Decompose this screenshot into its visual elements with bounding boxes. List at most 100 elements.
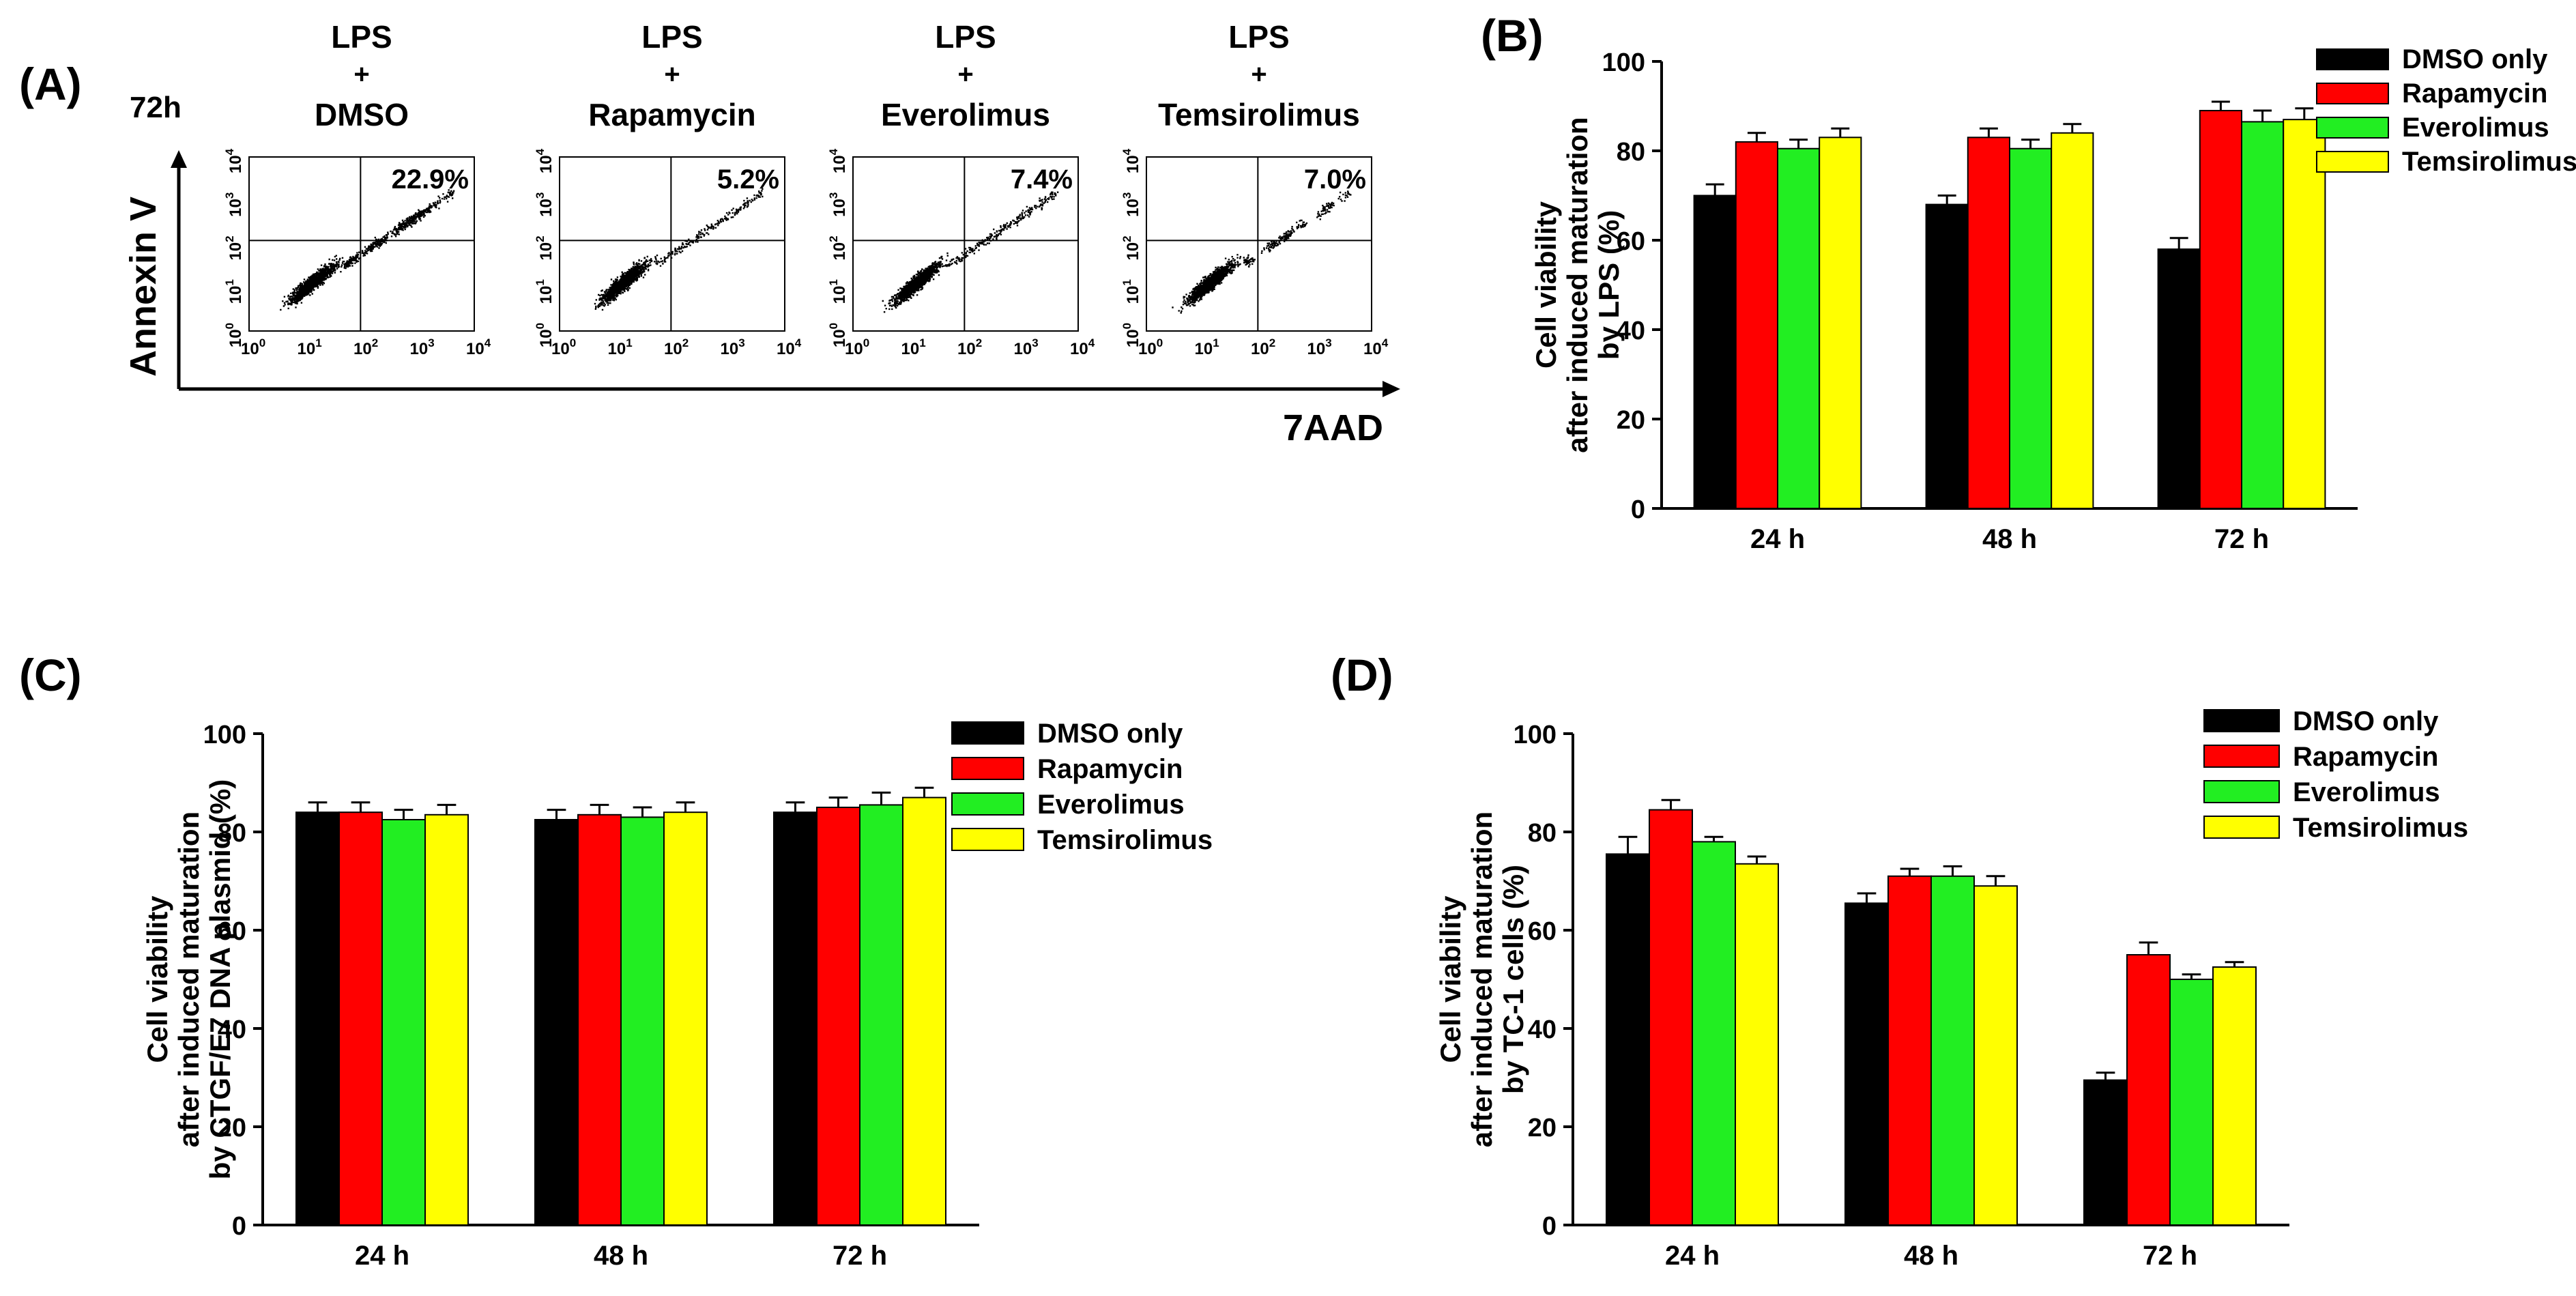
y-axis-label-line: after induced maturation [173, 811, 205, 1147]
y-tick-label: 100 [1514, 721, 1557, 749]
panel-label-a: (A) [19, 59, 82, 109]
bar-rapamycin [338, 811, 383, 1226]
bar-dmso-only [534, 819, 579, 1226]
bar-temsirolimus [2212, 966, 2257, 1226]
legend-label: DMSO only [2293, 706, 2439, 736]
y-tick-label: 40 [218, 1016, 246, 1044]
legend-swatch-temsirolimus [951, 828, 1024, 851]
bar-rapamycin [1887, 875, 1932, 1226]
flow-x-tick-label: 104 [1070, 336, 1095, 358]
flow-x-tick-label: 103 [1307, 336, 1332, 358]
flow-plot-frame [1146, 156, 1372, 332]
legend-label: Everolimus [2402, 113, 2549, 143]
y-tick-label: 20 [1528, 1114, 1557, 1142]
flow-plot-3: LPS+Everolimus7.4%1001001011011021021031… [827, 19, 1095, 358]
flow-x-tick-label: 101 [901, 336, 926, 358]
x-tick-label: 48 h [594, 1241, 648, 1271]
y-tick-label: 0 [1542, 1212, 1557, 1241]
flow-x-tick-label: 102 [664, 336, 689, 358]
flow-y-tick-label: 102 [1120, 235, 1142, 260]
bar-rapamycin [1649, 809, 1693, 1226]
legend-swatch-rapamycin [2316, 83, 2389, 104]
flow-title-line1: LPS [641, 19, 702, 55]
y-axis-label-line: by TC-1 cells (%) [1497, 865, 1529, 1094]
legend-swatch-everolimus [2316, 117, 2389, 139]
bar-everolimus [620, 816, 665, 1226]
flow-y-tick-label: 100 [827, 323, 849, 347]
chart-c: Cell viability after induced maturation by… [141, 719, 1213, 1271]
x-tick-label: 72 h [833, 1241, 887, 1271]
legend-label: DMSO only [2402, 44, 2548, 74]
flow-y-tick-label: 100 [534, 323, 555, 347]
flow-x-tick-label: 103 [721, 336, 745, 358]
bar-temsirolimus [1735, 863, 1779, 1226]
legend-label: Rapamycin [2402, 78, 2547, 109]
y-axis-label-line: Cell viability [141, 895, 173, 1063]
flow-y-tick-label: 103 [827, 192, 849, 217]
y-axis-label-line: Cell viability [1434, 895, 1466, 1063]
bar-temsirolimus [902, 796, 946, 1226]
bar-rapamycin [2199, 110, 2243, 510]
flow-title-line2: + [664, 59, 680, 89]
bar-rapamycin [2126, 954, 2171, 1226]
flow-title-line1: LPS [935, 19, 996, 55]
bar-temsirolimus [1819, 136, 1862, 510]
bar-everolimus [2169, 979, 2214, 1226]
y-tick-label: 20 [218, 1114, 246, 1142]
flow-y-tick-label: 101 [827, 279, 849, 304]
y-tick-label: 40 [1617, 317, 1645, 345]
flow-plot-frame [852, 156, 1079, 332]
legend-swatch-dmso-only [2203, 709, 2280, 732]
flow-y-tick-label: 103 [223, 192, 245, 217]
flow-y-axis-arrowhead [171, 150, 187, 168]
y-tick-label: 100 [1602, 48, 1645, 77]
flow-x-tick-label: 104 [466, 336, 491, 358]
y-tick-label: 60 [1528, 917, 1557, 946]
y-axis-label-line: after induced maturation [1466, 811, 1498, 1147]
flow-y-tick-label: 104 [827, 148, 849, 173]
bar-everolimus [381, 819, 426, 1226]
y-axis-label-line: by CTGF/E7 DNA plasmid (%) [204, 779, 236, 1180]
bar-temsirolimus [663, 811, 708, 1226]
y-axis-label-line: Cell viability [1530, 201, 1562, 369]
flow-plot-1: LPS+DMSO22.9%100100101101102102103103104… [223, 19, 491, 358]
flow-y-tick-label: 100 [223, 323, 245, 347]
apoptosis-percent-label: 7.4% [1011, 164, 1073, 195]
legend-label: Everolimus [2293, 777, 2440, 807]
x-tick-label: 48 h [1904, 1241, 1958, 1271]
legend-swatch-rapamycin [2203, 745, 2280, 768]
bar-dmso-only [1606, 853, 1650, 1226]
flow-plots: LPS + DMSO 22.9% 100 100 101 101 102 102 103 103 104… [223, 19, 1389, 358]
flow-y-tick-label: 101 [1120, 279, 1142, 304]
flow-title-line3: Rapamycin [588, 97, 755, 132]
flow-title-line3: DMSO [315, 97, 409, 132]
legend-swatch-everolimus [2203, 780, 2280, 803]
flow-plot-frame [559, 156, 785, 332]
flow-scatter-points [1172, 190, 1352, 314]
legend-label: Temsirolimus [1037, 825, 1213, 855]
bar-dmso-only [1844, 902, 1889, 1226]
flow-x-tick-label: 103 [1014, 336, 1039, 358]
flow-scatter-points [280, 189, 455, 311]
legend-label: Rapamycin [1037, 754, 1183, 784]
flow-title-line3: Everolimus [881, 97, 1050, 132]
flow-plot-frame [248, 156, 475, 332]
bar-temsirolimus [2283, 119, 2326, 509]
y-tick-label: 20 [1617, 406, 1645, 435]
flow-y-tick-label: 104 [1120, 148, 1142, 173]
flow-cytometry-panel: 72h Annexin V 7AAD LPS + DMSO 22.9% 100 100 10… [123, 19, 1400, 448]
legend-swatch-dmso-only [2316, 48, 2389, 70]
x-tick-label: 72 h [2214, 524, 2269, 554]
flow-y-tick-label: 101 [534, 279, 555, 304]
legend-label: Temsirolimus [2402, 147, 2576, 177]
legend-label: Everolimus [1037, 790, 1185, 820]
bar-rapamycin [577, 813, 622, 1226]
apoptosis-percent-label: 22.9% [392, 164, 469, 195]
flow-title-line1: LPS [331, 19, 392, 55]
y-tick-label: 0 [1631, 495, 1645, 524]
flow-x-tick-label: 102 [353, 336, 378, 358]
flow-plot-2: LPS+Rapamycin5.2%10010010110110210210310… [534, 19, 802, 358]
panel-label-c: (C) [19, 650, 82, 700]
flow-y-tick-label: 102 [223, 235, 245, 260]
x-tick-label: 72 h [2143, 1241, 2197, 1271]
